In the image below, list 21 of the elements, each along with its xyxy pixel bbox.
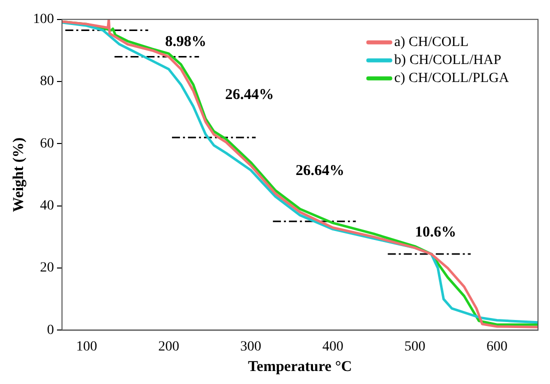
y-tick-label: 40 xyxy=(40,198,54,214)
legend-label: b) CH/COLL/HAP xyxy=(394,53,502,68)
y-tick-label: 20 xyxy=(40,260,54,276)
x-tick-label: 400 xyxy=(322,339,344,354)
y-axis-title: Weight (%) xyxy=(10,138,27,212)
y-tick-label: 100 xyxy=(33,12,54,28)
annotation: 26.44% xyxy=(225,87,274,104)
y-tick-label: 60 xyxy=(40,136,54,152)
x-tick-label: 500 xyxy=(404,339,426,354)
annotation: 26.64% xyxy=(296,162,344,179)
x-axis-title: Temperature °C xyxy=(248,358,352,375)
x-tick-label: 200 xyxy=(158,339,180,354)
annotation: 8.98% xyxy=(165,34,206,50)
x-tick-label: 300 xyxy=(240,339,262,354)
legend-label: a) CH/COLL xyxy=(394,35,469,50)
y-tick-label: 80 xyxy=(40,74,54,90)
x-tick-label: 600 xyxy=(486,339,508,354)
x-tick-label: 100 xyxy=(76,339,98,354)
annotation: 10.6% xyxy=(415,224,456,240)
y-tick-label: 0 xyxy=(47,322,54,338)
legend-label: c) CH/COLL/PLGA xyxy=(394,71,510,86)
